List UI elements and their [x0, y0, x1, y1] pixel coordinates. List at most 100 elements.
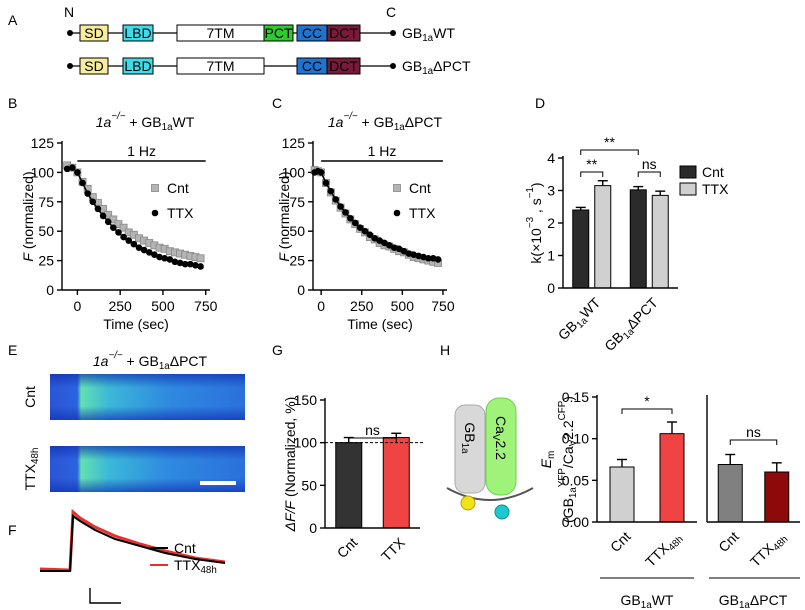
cfp — [494, 504, 510, 520]
marker — [434, 256, 442, 263]
significance-bracket — [580, 149, 639, 155]
marker — [140, 246, 148, 254]
text-part: 1a — [422, 33, 433, 44]
construct-label: GB1aΔPCT — [402, 58, 471, 77]
marker — [89, 198, 97, 206]
marker — [366, 231, 374, 239]
x-tick-label: 250 — [108, 298, 132, 314]
y-axis-title: (GB1aYFP/CaV2.2CFP) — [557, 396, 579, 523]
y-tick-label: 150 — [294, 392, 318, 408]
text-part: GB — [719, 592, 739, 608]
marker — [356, 224, 364, 231]
text-part: GB — [402, 58, 422, 74]
text-part: + GB — [125, 114, 161, 130]
chart-title: 1a−/− + GB1aWT — [96, 111, 195, 133]
y-tick-label: 0.10 — [562, 431, 589, 447]
y-tick-label: 0 — [547, 280, 555, 296]
marker — [187, 260, 194, 268]
x-tick-label: Cnt — [607, 528, 634, 555]
marker — [181, 260, 189, 268]
marker — [135, 244, 143, 251]
significance-bracket — [729, 439, 778, 445]
bar — [764, 471, 790, 523]
y-tick-label: 100 — [294, 435, 318, 451]
marker — [176, 259, 184, 267]
x-tick-label: 250 — [350, 298, 374, 314]
marker — [120, 233, 127, 241]
protein-label: GB1a — [459, 422, 478, 454]
text-part: E — [538, 458, 554, 468]
y-axis-title: F (normalized) — [20, 171, 36, 261]
y-axis-title: ΔF/F (Normalized, %) — [282, 397, 298, 533]
text-part: CFP — [557, 400, 568, 420]
text-part: ΔPCT — [750, 592, 788, 608]
y-tick-label: 25 — [289, 253, 305, 269]
domain-label: CC — [302, 25, 322, 41]
legend-label: Cnt — [702, 164, 724, 180]
terminus-dot — [390, 30, 396, 36]
image-shade — [50, 374, 245, 420]
panel-label: C — [272, 95, 282, 111]
bar — [382, 437, 410, 529]
annotation: 1 Hz — [127, 143, 156, 159]
bar — [594, 185, 612, 289]
text-part: TTX — [22, 463, 38, 490]
text-part: WT — [433, 25, 455, 41]
significance-label: ns — [642, 156, 657, 172]
y-tick-label: 3 — [547, 183, 555, 199]
legend-swatch — [679, 182, 697, 196]
y-tick-label: 100 — [31, 164, 55, 180]
text-part: −/− — [111, 111, 125, 122]
domain-label: 7TM — [207, 25, 235, 41]
y-tick-label: 125 — [282, 135, 306, 151]
text-part: + GB — [123, 353, 159, 369]
text-part: (Normalized, %) — [282, 397, 298, 501]
text-part: 48h — [30, 448, 41, 464]
marker — [322, 179, 330, 187]
domain-label: 7TM — [207, 58, 235, 74]
marker — [192, 262, 199, 269]
text-part: , s — [528, 198, 544, 217]
domain-box — [326, 57, 361, 75]
x-tick-label: TTX — [378, 534, 408, 564]
domain-box — [326, 24, 361, 42]
significance-label: ns — [746, 424, 761, 440]
chart-title: 1a−/− + GB1aΔPCT — [328, 111, 443, 133]
domain-label: CC — [302, 58, 322, 74]
significance-label: ** — [586, 156, 597, 172]
marker — [145, 249, 153, 256]
marker — [63, 165, 71, 173]
marker — [332, 196, 340, 203]
marker — [115, 229, 122, 236]
panel-label: F — [8, 522, 17, 538]
marker — [110, 224, 117, 231]
text-part: ΔPCT — [623, 294, 661, 332]
text-part: V — [568, 439, 579, 446]
legend-label: Cnt — [167, 180, 189, 196]
row-label: Cnt — [22, 386, 38, 408]
marker — [99, 212, 107, 220]
text-part: ΔF/F — [282, 499, 298, 532]
gb1a-shape — [454, 404, 486, 494]
marker — [166, 256, 174, 263]
x-axis-title: Time (sec) — [103, 316, 169, 332]
text-part: WT — [652, 592, 674, 608]
terminus-dot — [390, 63, 396, 69]
x-tick-label: 0 — [317, 298, 325, 314]
marker — [351, 219, 359, 227]
y-tick-label: 0.15 — [562, 389, 589, 405]
marker — [151, 184, 159, 192]
legend-label: TTX — [702, 181, 729, 197]
domain-label: DCT — [329, 58, 358, 74]
y-tick-label: 2 — [547, 215, 555, 231]
row-label: TTX48h — [22, 448, 41, 491]
y-tick-label: 100 — [282, 164, 306, 180]
text-part: −/− — [108, 350, 122, 361]
x-tick-label: 750 — [194, 298, 218, 314]
bar — [335, 442, 363, 529]
y-axis-title: Em — [538, 451, 557, 469]
text-part: YFP — [557, 468, 568, 488]
text-part: 1a — [568, 487, 579, 498]
legend-label: Cnt — [174, 540, 196, 556]
text-part: GB — [402, 25, 422, 41]
